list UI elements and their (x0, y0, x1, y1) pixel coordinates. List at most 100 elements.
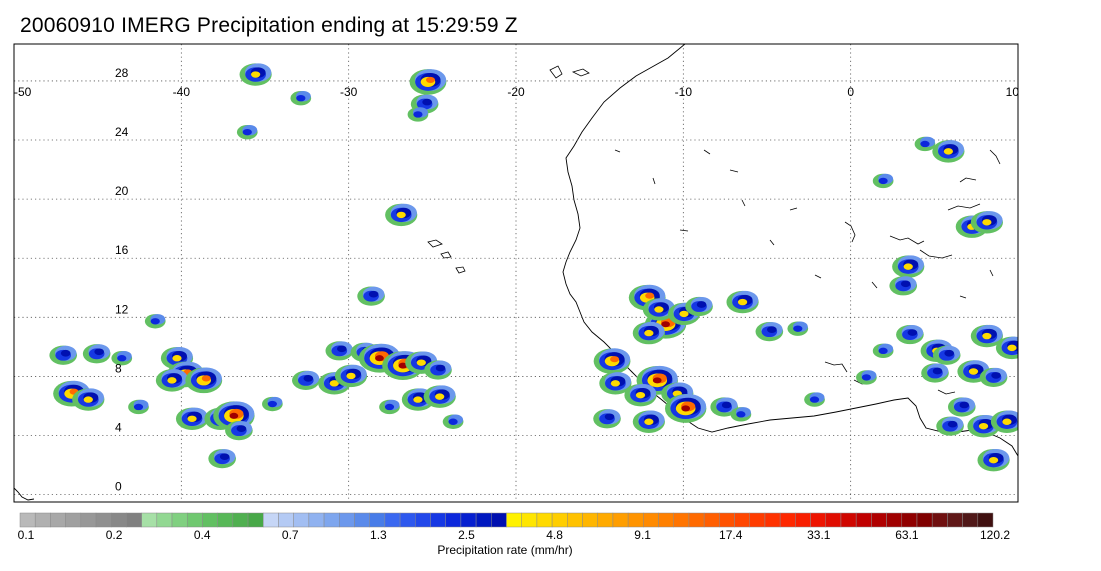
precip-cell (977, 448, 1010, 472)
colorbar-swatch (217, 512, 234, 528)
tick-labels: -50 -40 -30 -20 -10 0 10 0 4 8 12 16 20 24 28 (14, 66, 1019, 494)
colorbar-swatch (50, 512, 66, 528)
precip-cell (995, 336, 1018, 360)
colorbar-swatch (658, 512, 674, 528)
colorbar-swatch (840, 512, 857, 528)
precip-cell (379, 399, 400, 415)
colorbar-label: 4.8 (546, 528, 563, 542)
colorbar-swatch (95, 512, 112, 528)
precip-cell (889, 276, 918, 296)
precip-cell (856, 370, 877, 385)
lat-tick-label: 16 (115, 243, 129, 257)
precip-cell (128, 399, 149, 415)
colorbar-label: 63.1 (895, 528, 919, 542)
precip-cell (442, 414, 464, 429)
colorbar-swatch (916, 512, 933, 528)
precip-cell (423, 385, 456, 408)
colorbar-label: 120.2 (980, 528, 1010, 542)
colorbar-swatch (719, 512, 735, 528)
precip-cell (804, 392, 825, 407)
colorbar-label: 9.1 (634, 528, 651, 542)
colorbar-swatch (582, 512, 598, 528)
colorbar-swatch (354, 512, 370, 528)
precip-cell (155, 369, 189, 392)
colorbar-swatch (156, 512, 173, 528)
colorbar-swatch (931, 512, 948, 528)
colorbar-swatch (521, 512, 538, 528)
precip-cell (872, 343, 894, 359)
colorbar-swatch (551, 512, 568, 528)
colorbar-label: 0.1 (18, 528, 35, 542)
precip-cell (385, 203, 418, 227)
colorbar-swatch (65, 512, 82, 528)
lon-tick-label: 0 (847, 85, 854, 99)
precipitation-field (49, 63, 1018, 472)
precip-cell (292, 370, 320, 390)
colorbar-swatch (141, 512, 158, 528)
lon-tick-label: -20 (507, 85, 525, 99)
colorbar-swatch (901, 512, 918, 528)
plot-background (14, 44, 1018, 502)
colorbar-swatch (80, 512, 97, 528)
colorbar-swatch (445, 512, 462, 528)
colorbar-swatch (475, 512, 492, 528)
lat-tick-label: 8 (115, 361, 122, 375)
colorbar-swatch (399, 512, 416, 528)
lon-tick-label: -50 (14, 85, 32, 99)
colorbar-swatch (384, 512, 401, 528)
plot-border (13, 43, 1019, 503)
colorbar-label: 1.3 (370, 528, 387, 542)
colorbar-swatch (825, 512, 842, 528)
colorbar-swatch (673, 512, 690, 528)
colorbar-swatch (871, 512, 887, 528)
precip-cell (932, 345, 961, 365)
colorbar-swatch (627, 512, 644, 528)
colorbar-swatch (855, 512, 872, 528)
precip-cell (921, 363, 949, 383)
precip-cell (664, 393, 707, 423)
lat-tick-label: 24 (115, 125, 129, 139)
colorbar-swatch (232, 512, 249, 528)
precip-cell (72, 388, 105, 411)
colorbar-swatch (703, 512, 720, 528)
colorbar-swatch (764, 512, 781, 528)
lat-tick-label: 4 (115, 421, 122, 435)
precip-cell (914, 136, 936, 152)
precip-cell (407, 107, 429, 122)
colorbar-swatch (247, 512, 264, 528)
precip-cell (290, 90, 312, 106)
colorbar-swatch (126, 512, 142, 528)
colorbar-swatch (795, 512, 811, 528)
colorbar-swatch (977, 512, 994, 528)
precip-cell (932, 140, 965, 163)
precip-cell (872, 173, 894, 189)
coastline-south-america (14, 487, 35, 501)
colorbar-label: 0.2 (106, 528, 123, 542)
lat-tick-label: 28 (115, 66, 129, 80)
colorbar-swatch (886, 512, 903, 528)
precip-cell (967, 414, 1000, 438)
precip-cell (970, 211, 1003, 234)
colorbar-label: 2.5 (458, 528, 475, 542)
colorbar-label: 17.4 (719, 528, 743, 542)
precip-cell (262, 396, 283, 412)
colorbar-swatch (506, 512, 522, 528)
precip-cell (334, 364, 368, 388)
precip-cell (111, 351, 133, 366)
colorbar: 0.1 0.2 0.4 0.7 1.3 2.5 4.8 9.1 17.4 33.1 63.1 120.… (18, 512, 1010, 542)
lon-tick-label: -10 (675, 85, 693, 99)
colorbar-swatch (171, 512, 188, 528)
lon-tick-label: 10 (1006, 85, 1020, 99)
colorbar-swatch (597, 512, 614, 528)
colorbar-swatch (34, 512, 51, 528)
lon-tick-label: -40 (173, 85, 191, 99)
precip-cell (236, 124, 258, 140)
map-title: 20060910 IMERG Precipitation ending at 1… (20, 14, 518, 37)
precip-cell (755, 322, 784, 342)
colorbar-swatch (110, 512, 127, 528)
plot-area (13, 43, 1019, 503)
colorbar-swatch (947, 512, 963, 528)
lon-tick-label: -30 (340, 85, 358, 99)
colorbar-swatch (263, 512, 279, 528)
precip-cell (896, 324, 924, 345)
